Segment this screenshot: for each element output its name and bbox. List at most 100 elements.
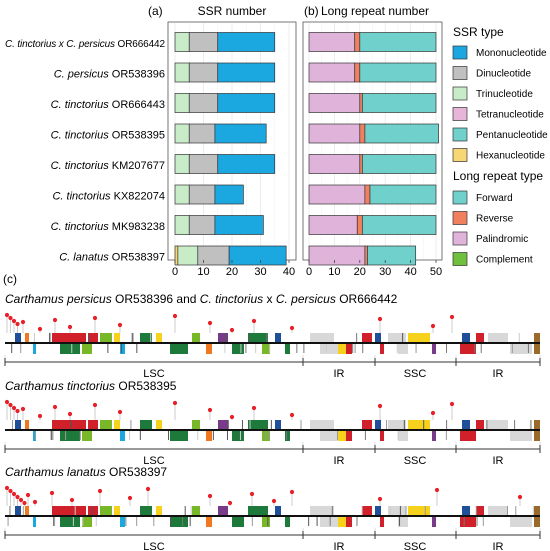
- gene-block: [15, 420, 21, 430]
- gene-block: [462, 506, 470, 516]
- category-label: C. tinctorius OR666443: [51, 99, 165, 111]
- gene-block: [408, 420, 430, 430]
- gene-block: [170, 517, 188, 527]
- x-tick-label: 30: [254, 266, 266, 278]
- category-accession: OR538396: [109, 69, 165, 81]
- gene-block: [15, 333, 21, 343]
- gene-block: [398, 517, 408, 527]
- bar-segment-reverse: [364, 184, 371, 205]
- bar-segment-reverse: [359, 154, 363, 174]
- gene-block: [25, 420, 29, 430]
- gene-block: [192, 506, 200, 516]
- legend-label: Pentanucleotide: [476, 130, 548, 141]
- category-accession: OR666442: [115, 39, 166, 50]
- gene-block: [362, 506, 372, 516]
- bar-segment-reverse: [356, 215, 363, 235]
- bar-segment-dinucleotide: [197, 245, 230, 266]
- bar-segment-mononucleotide: [217, 32, 276, 52]
- legend-swatch: [452, 190, 468, 205]
- ssr-marker: [449, 401, 455, 407]
- bar-segment-palindromic: [308, 62, 356, 83]
- ssr-marker: [172, 400, 178, 406]
- gene-block: [15, 506, 21, 516]
- gene-block: [25, 506, 29, 516]
- ssr-marker: [517, 494, 523, 500]
- bar-segment-palindromic: [308, 245, 366, 266]
- panel-b-bars: [308, 32, 439, 266]
- x-tick-label: 20: [354, 266, 366, 278]
- ssr-marker: [11, 405, 17, 411]
- gene-block: [33, 344, 36, 354]
- gene-block: [432, 431, 436, 441]
- ssr-marker: [32, 499, 38, 505]
- bar-segment-hexanucleotide: [174, 245, 179, 266]
- gene-block: [262, 517, 270, 527]
- gene-block: [408, 333, 430, 343]
- region-label: LSC: [143, 455, 164, 467]
- gene-block: [375, 333, 381, 343]
- ssr-marker: [25, 492, 31, 498]
- ssr-marker: [52, 317, 58, 323]
- gene-block: [25, 333, 29, 343]
- gene-block: [33, 431, 36, 441]
- bar-segment-mononucleotide: [214, 184, 244, 205]
- legend-swatch: [452, 127, 468, 142]
- ssr-marker: [172, 313, 178, 319]
- legend-swatch: [452, 211, 468, 225]
- ssr-marker: [11, 491, 17, 497]
- category-species: C. tinctorius: [51, 221, 110, 233]
- gene-block: [88, 333, 98, 343]
- ssr-marker: [92, 315, 98, 321]
- gene-block: [248, 420, 268, 430]
- bar-segment-mononucleotide: [214, 215, 264, 235]
- gene-block: [156, 420, 162, 430]
- region-label: IR: [334, 368, 345, 380]
- panel-b: (b) Long repeat number 0 10 20 30 40 50: [302, 4, 443, 278]
- gene-block: [120, 344, 125, 354]
- region-label: LSC: [143, 368, 164, 380]
- ssr-marker: [434, 487, 440, 493]
- gene-block: [388, 506, 406, 516]
- category-species: C. tinctorius x C. persicus: [5, 39, 115, 50]
- legend-label: Palindromic: [476, 234, 528, 245]
- bar-segment-reverse: [359, 93, 363, 113]
- region-label: SSC: [404, 541, 427, 551]
- region-label: IR: [493, 368, 504, 380]
- ssr-marker: [8, 488, 13, 494]
- legend-label: Complement: [476, 255, 533, 266]
- ssr-marker: [4, 399, 10, 405]
- gene-block: [82, 344, 92, 354]
- ssr-marker: [117, 322, 123, 328]
- category-species: C. persicus: [54, 69, 110, 81]
- category-label: C. persicus OR538396: [54, 69, 165, 81]
- gene-block: [388, 420, 406, 430]
- gene-block: [408, 506, 430, 516]
- gene-block: [510, 517, 532, 527]
- gene-block: [310, 506, 334, 516]
- panel-a-label: (a): [148, 4, 163, 18]
- bar-segment-forward: [361, 154, 437, 174]
- gene-block: [380, 344, 384, 354]
- legend-ssr-title: SSR type: [453, 25, 504, 39]
- ssr-marker: [49, 490, 55, 496]
- panel-c-label: (c): [3, 272, 17, 286]
- x-tick-label: 50: [430, 266, 442, 278]
- gene-block: [398, 344, 408, 354]
- ssr-marker: [67, 324, 73, 330]
- ssr-marker: [37, 413, 43, 419]
- bar-segment-palindromic: [308, 154, 361, 174]
- bar-segment-trinucleotide: [174, 32, 190, 52]
- gene-block: [140, 333, 152, 343]
- gene-block: [375, 420, 381, 430]
- gene-block: [248, 506, 268, 516]
- ssr-marker: [8, 402, 13, 408]
- gene-block: [476, 420, 484, 430]
- region-label: SSC: [404, 368, 427, 380]
- x-tick-label: 0: [172, 266, 178, 278]
- bar-segment-trinucleotide: [174, 123, 190, 144]
- gene-block: [88, 506, 98, 516]
- region-label: IR: [334, 541, 345, 551]
- legend-label: Dinucleotide: [476, 69, 531, 80]
- gene-block: [114, 506, 120, 516]
- bar-segment-forward: [361, 93, 437, 113]
